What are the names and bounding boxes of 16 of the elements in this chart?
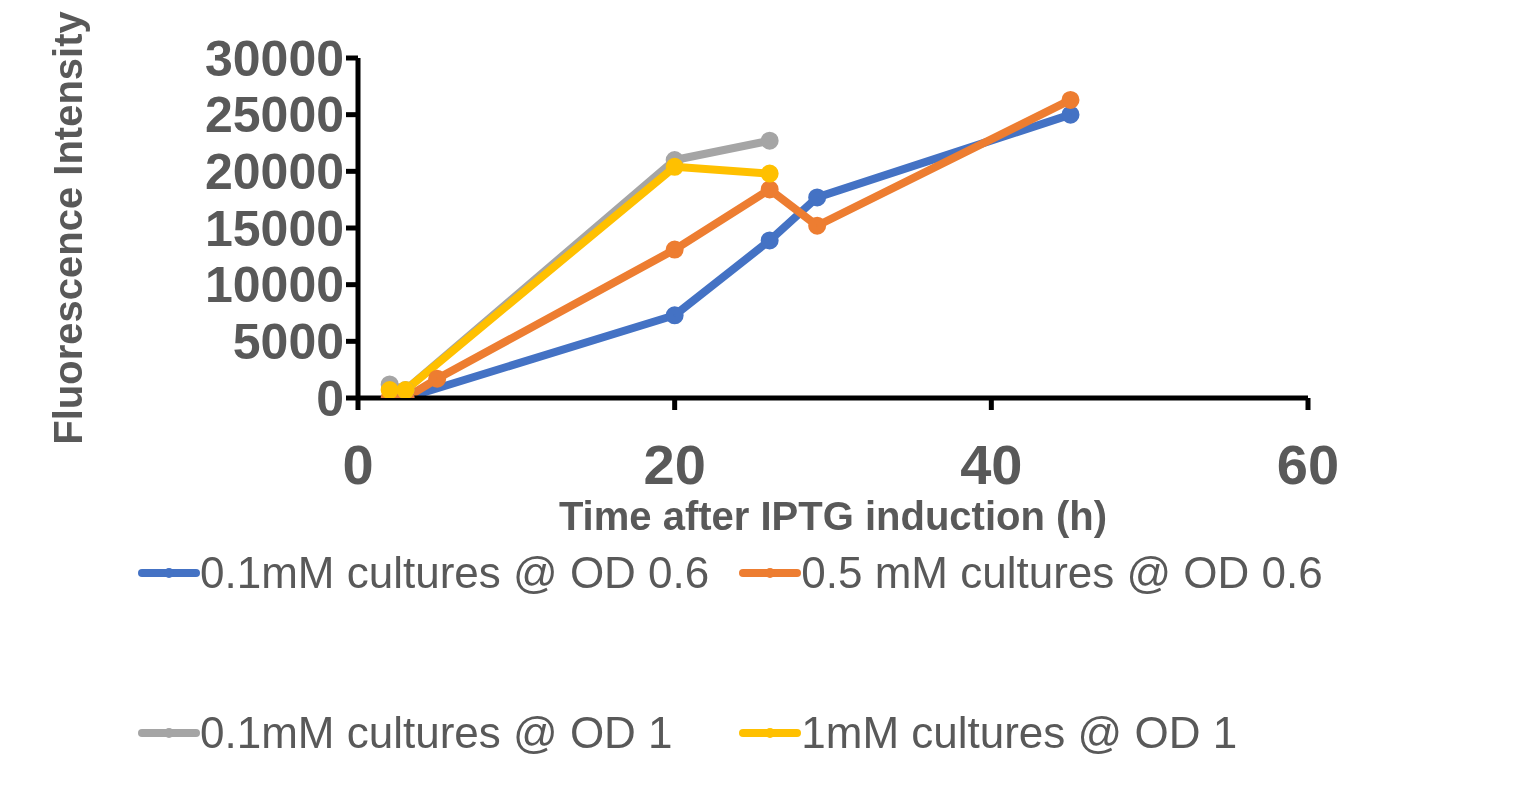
- x-axis-title: Time after IPTG induction (h): [558, 494, 1108, 538]
- x-tick-label: 60: [1276, 432, 1340, 496]
- y-tick-label: 10000: [204, 257, 344, 314]
- y-tick-label: 5000: [232, 314, 344, 371]
- y-tick-label: 30000: [204, 30, 344, 87]
- legend-label: 0.1mM cultures @ OD 1: [200, 708, 673, 758]
- legend-label: 1mM cultures @ OD 1: [801, 708, 1238, 758]
- legend-label: 0.5 mM cultures @ OD 0.6: [801, 548, 1323, 598]
- y-tick-label: 25000: [204, 87, 344, 144]
- x-tick-label: 40: [960, 432, 1023, 496]
- y-tick-label: 15000: [204, 200, 344, 257]
- x-tick-label: 20: [643, 432, 706, 496]
- y-tick-label: 20000: [204, 144, 344, 201]
- y-tick-label: 0: [316, 370, 344, 427]
- y-axis-title: Fluorescence Intensity: [46, 10, 91, 445]
- legend-label: 0.1mM cultures @ OD 0.6: [200, 548, 710, 598]
